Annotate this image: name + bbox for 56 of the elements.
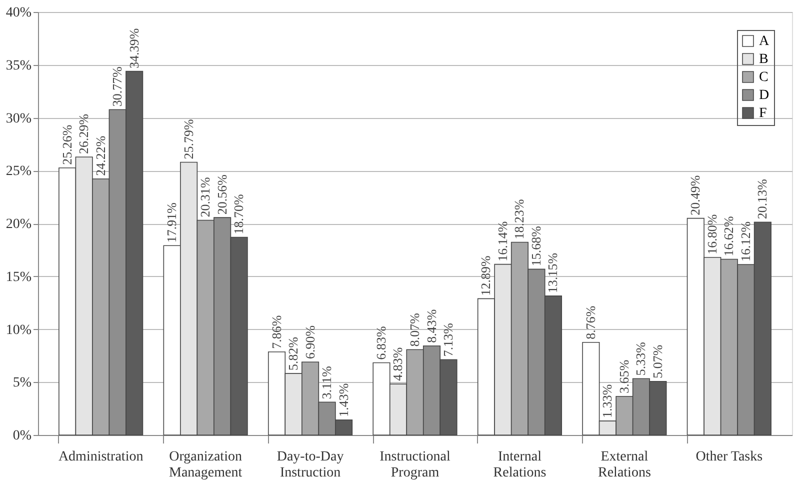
x-tick-label: Organization Management [169,450,242,480]
data-label: 20.49% [688,175,703,216]
data-label: 16.80% [704,214,720,254]
y-tick-label: 40% [6,6,32,20]
data-label: 13.15% [545,252,560,293]
data-label: 18.23% [512,198,527,240]
data-label: 30.77% [110,66,125,107]
data-label: 8.07% [407,312,422,347]
x-tick-label: Other Tasks [696,450,763,464]
legend-label: D [759,88,770,103]
x-tick-label: Internal Relations [493,450,546,480]
y-tick-label: 20% [6,217,32,232]
legend-label: A [759,34,770,49]
data-label: 25.79% [180,119,196,160]
data-label: 20.56% [214,174,230,215]
x-tick-label: Day-to-Day Instruction [276,450,344,480]
x-tick-label: External Relations [598,450,651,480]
data-label: 20.13% [754,178,770,220]
data-label: 4.83% [390,347,406,381]
y-tick-label: 15% [6,270,32,285]
data-label: 16.14% [494,221,510,262]
data-label: 7.86% [268,315,284,349]
data-label: 16.62% [721,216,736,256]
data-label: 8.43% [424,309,439,343]
data-label: 5.82% [286,336,301,370]
y-tick-label: 35% [6,58,32,74]
y-tick-label: 10% [6,322,32,338]
data-label: 15.68% [528,226,544,266]
data-label: 3.11% [319,366,334,400]
data-label: 1.43% [336,383,351,417]
data-label: 25.26% [59,124,74,165]
data-label: 17.91% [164,202,180,243]
data-label: 7.13% [440,322,456,357]
data-label: 18.70% [231,194,246,234]
data-label: 6.83% [373,326,388,360]
y-tick-label: 25% [6,164,32,180]
y-tick-label: 0% [12,428,32,444]
data-label: 16.12% [738,221,753,262]
y-tick-label: 30% [6,111,32,126]
data-label: 3.65% [616,360,632,394]
data-label: 5.33% [633,342,648,376]
legend-label: F [759,106,767,121]
data-label: 26.29% [76,114,92,154]
data-label: 12.89% [478,255,494,296]
x-tick-label: Instructional Program [380,450,450,480]
data-label: 6.90% [302,325,318,360]
data-label: 24.22% [92,136,108,176]
data-label: 8.76% [582,306,598,340]
legend-label: B [759,52,768,67]
x-tick-label: Administration [58,450,144,464]
data-label: 5.07% [650,344,665,378]
data-label: 20.31% [198,176,213,218]
data-label: 1.33% [600,384,615,418]
data-label: 34.39% [126,28,142,68]
legend-label: C [759,70,768,85]
y-tick-label: 5% [12,376,32,391]
